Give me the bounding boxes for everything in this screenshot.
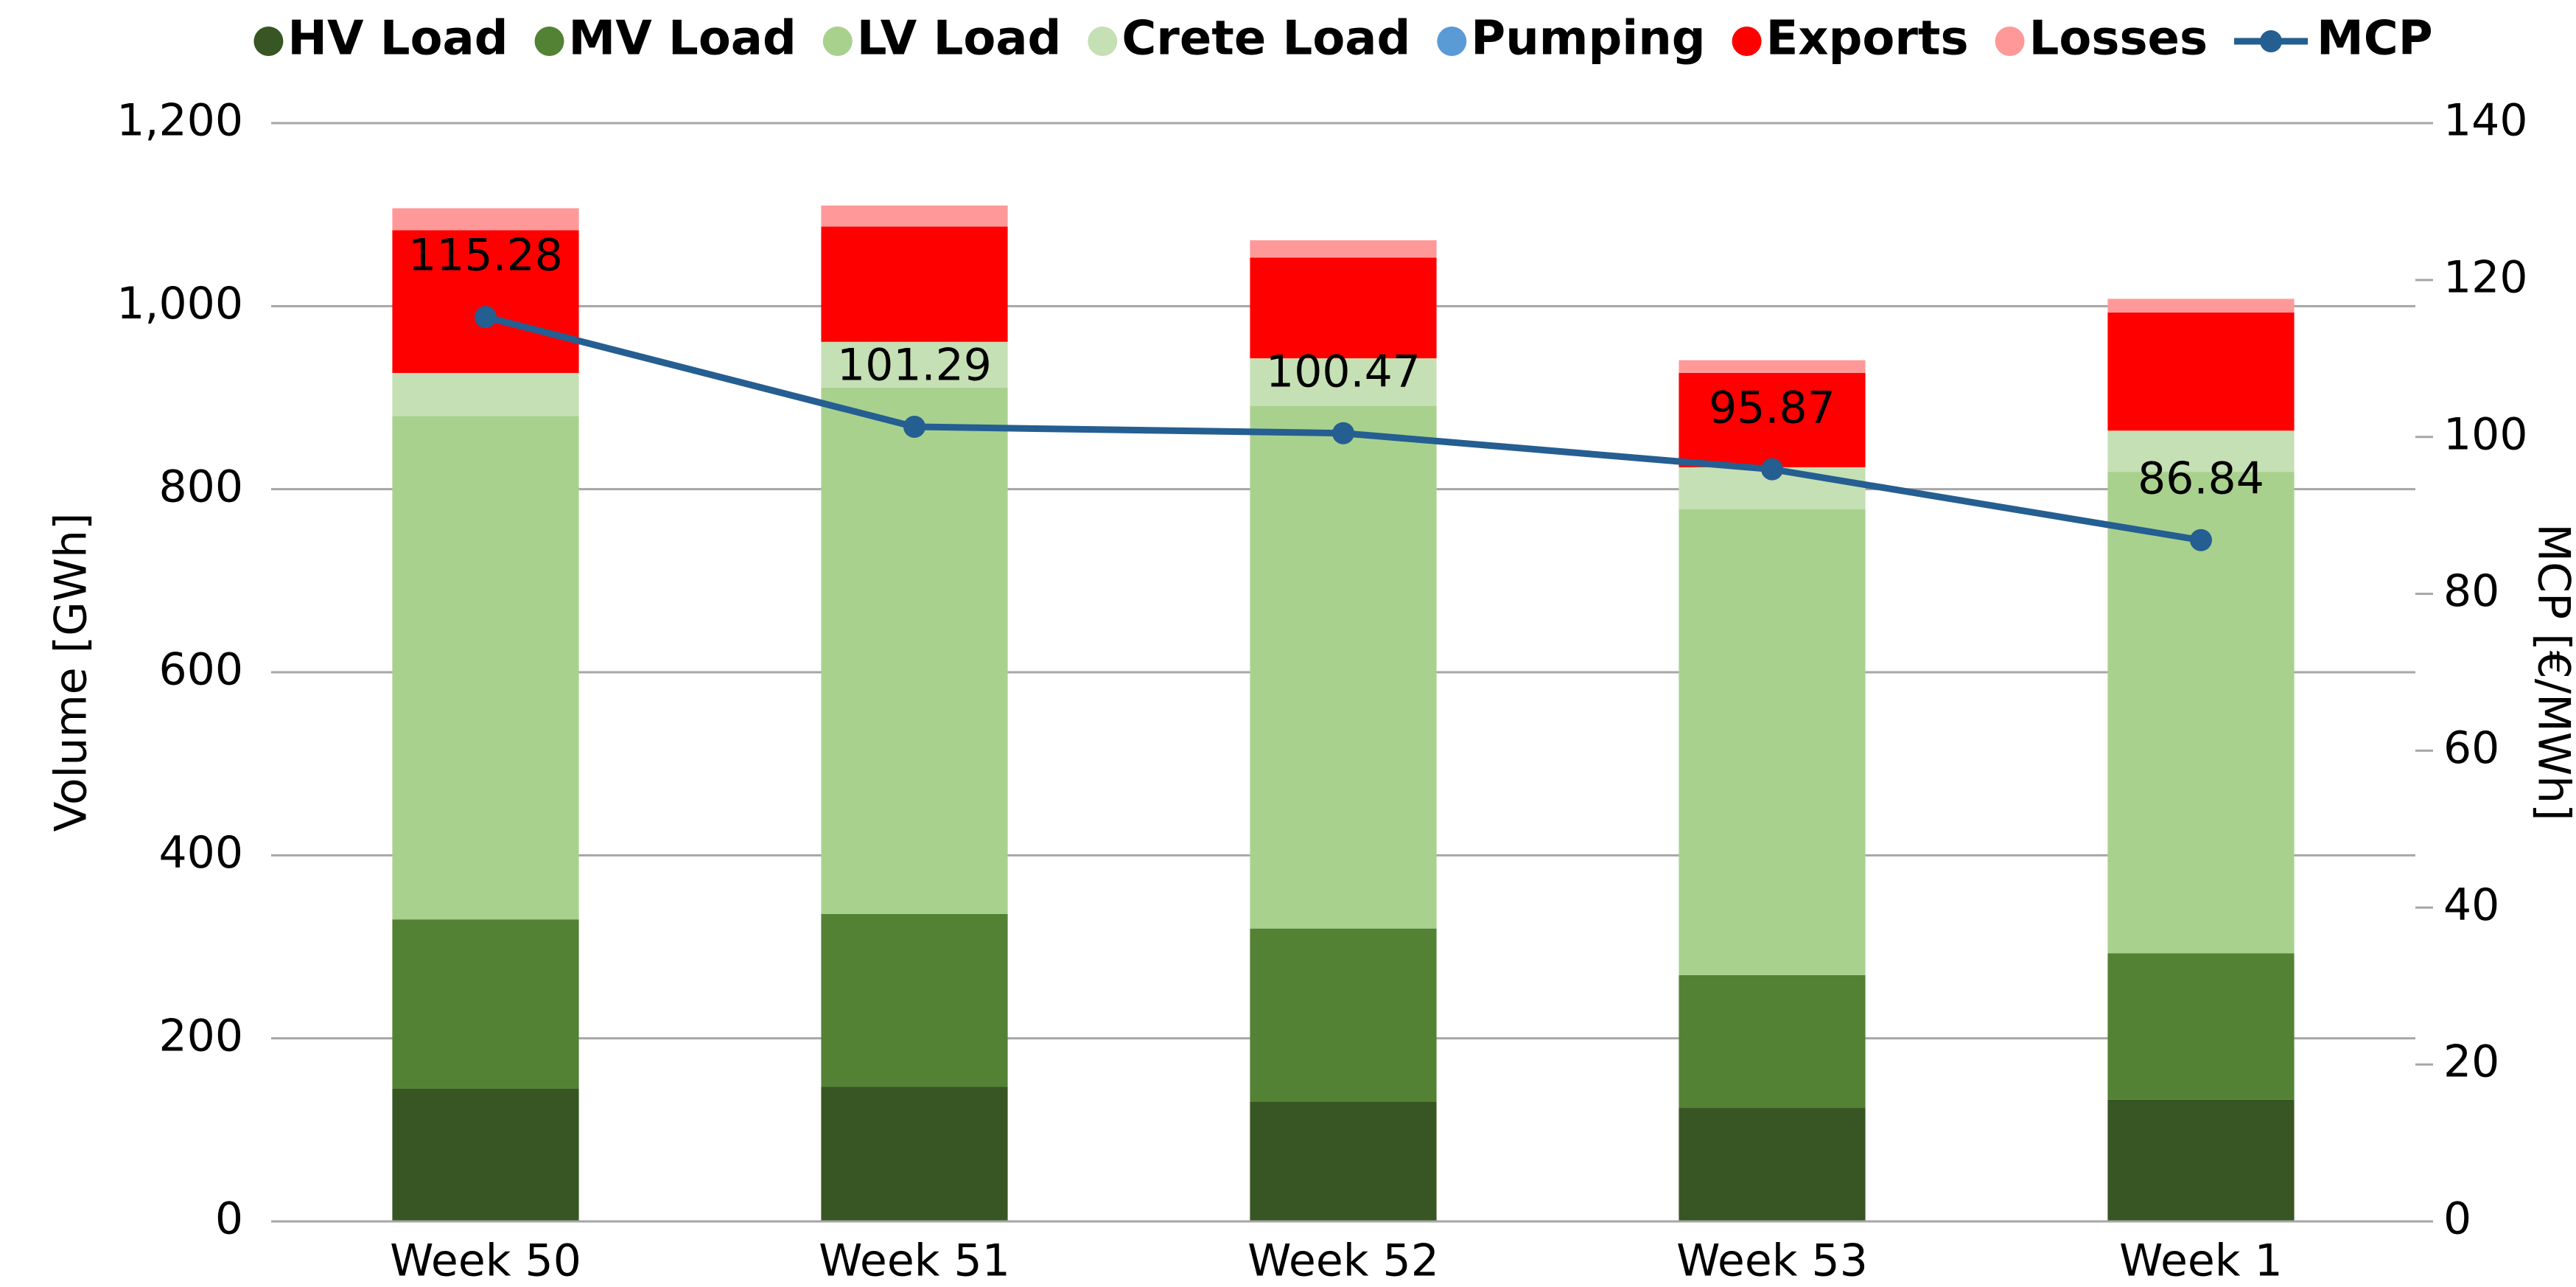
legend-label: HV Load <box>287 12 508 66</box>
bar-segment <box>1679 372 1866 467</box>
y2-tick-label: 80 <box>2443 565 2499 617</box>
y2-tick-label: 20 <box>2443 1036 2499 1088</box>
data-label: 100.47 <box>1266 346 1421 397</box>
bar-segment <box>1679 509 1866 975</box>
bar-segment <box>392 372 579 416</box>
bar-segment <box>392 416 579 920</box>
x-tick-label: Week 53 <box>1676 1235 1868 1287</box>
legend-marker <box>822 27 853 56</box>
legend-label: MCP <box>2317 12 2433 66</box>
mcp-marker <box>1332 422 1354 444</box>
bar-segment <box>821 913 1008 1087</box>
legend-label: Pumping <box>1471 12 1705 66</box>
legend-label: LV Load <box>857 12 1062 66</box>
bar-segment <box>2107 953 2295 1100</box>
legend-label: Exports <box>1766 12 1969 66</box>
y-tick-label: 1,000 <box>116 278 243 329</box>
data-label: 86.84 <box>2138 453 2264 504</box>
bar-segment <box>1250 405 1437 929</box>
bar-segment <box>2107 1099 2295 1221</box>
y2-tick-label: 100 <box>2443 408 2528 460</box>
bar-segment <box>1250 358 1437 406</box>
bar-segment <box>2107 472 2295 954</box>
y2-axis-label: MCP [€/MWh] <box>2527 523 2576 820</box>
x-tick-label: Week 51 <box>819 1235 1010 1287</box>
legend-marker <box>1088 27 1118 56</box>
data-label: 101.29 <box>837 340 992 391</box>
bar-segment <box>821 226 1008 342</box>
bar-segment <box>1250 257 1437 359</box>
bar-segment <box>392 919 579 1089</box>
legend-marker <box>534 27 564 56</box>
x-tick-label: Week 1 <box>2119 1235 2283 1287</box>
bar-segment <box>1679 360 1866 373</box>
bar-segment <box>1250 928 1437 1102</box>
x-tick-label: Week 52 <box>1247 1235 1439 1287</box>
bar-segment <box>2107 430 2295 472</box>
bar-segment <box>821 205 1008 227</box>
legend-label: Losses <box>2029 12 2208 66</box>
bar-segment <box>821 1087 1008 1221</box>
mcp-marker <box>2190 529 2212 551</box>
y2-tick-label: 0 <box>2443 1193 2471 1245</box>
mcp-marker <box>1761 458 1783 481</box>
bar-segment <box>392 208 579 231</box>
bar-segment <box>821 387 1008 914</box>
y-tick-label: 0 <box>215 1193 243 1245</box>
legend-marker <box>1995 27 2025 56</box>
x-tick-label: Week 50 <box>390 1235 581 1287</box>
y2-tick-label: 120 <box>2443 251 2528 303</box>
bar-segment <box>1679 974 1866 1109</box>
y-tick-label: 800 <box>158 461 243 512</box>
mcp-marker <box>475 306 497 329</box>
y2-tick-label: 60 <box>2443 722 2499 774</box>
bar-segment <box>1250 1101 1437 1221</box>
legend-marker <box>1732 27 1762 56</box>
legend-label: Crete Load <box>1121 12 1410 66</box>
mcp-marker <box>903 415 925 438</box>
y-tick-label: 1,200 <box>116 95 243 147</box>
bar-segment <box>392 1088 579 1221</box>
data-label: 115.28 <box>408 230 563 282</box>
y2-tick-label: 140 <box>2443 95 2528 147</box>
legend-marker <box>1437 27 1467 56</box>
legend: HV Load MV Load LV Load Crete Load Pumping Ex… <box>253 12 2433 66</box>
y-tick-label: 200 <box>158 1010 243 1061</box>
bar-segment <box>392 230 579 373</box>
y-axis-label: Volume [GWh] <box>46 513 97 832</box>
y-tick-label: 400 <box>158 827 243 879</box>
bar-segment <box>1679 1108 1866 1221</box>
y2-tick-label: 40 <box>2443 879 2499 931</box>
legend-marker <box>2260 30 2283 52</box>
bar-segment <box>2107 299 2295 313</box>
y-tick-label: 600 <box>158 644 243 696</box>
bar-segment <box>2107 313 2295 431</box>
legend-label: MV Load <box>569 12 797 66</box>
legend-marker <box>253 27 284 56</box>
bar-segment <box>1250 240 1437 258</box>
bar-segment <box>821 341 1008 388</box>
data-label: 95.87 <box>1709 382 1835 433</box>
